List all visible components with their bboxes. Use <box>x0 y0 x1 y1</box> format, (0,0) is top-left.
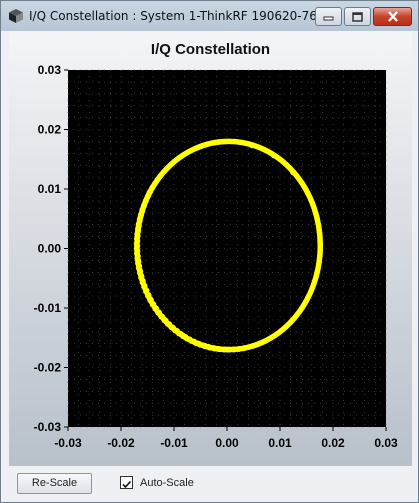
y-tick-label: 0.00 <box>38 242 62 256</box>
autoscale-label: Auto-Scale <box>140 477 194 489</box>
iq-point <box>249 142 255 149</box>
iq-point <box>271 153 277 159</box>
y-tick-label: -0.03 <box>34 420 62 434</box>
iq-point <box>304 295 311 301</box>
axis-ticks <box>64 69 387 431</box>
x-tick-label: 0.03 <box>374 436 398 450</box>
plot-area: I/Q Constellation 0.03 0.02 0.01 0.00 -0.01-… <box>9 31 412 466</box>
iq-point <box>146 189 152 196</box>
chart-title: I/Q Constellation <box>150 41 271 58</box>
iq-point <box>134 242 140 249</box>
iq-point <box>180 152 186 158</box>
iq-point <box>146 295 152 301</box>
iq-point <box>290 316 296 322</box>
rescale-button[interactable]: Re-Scale <box>17 473 92 494</box>
y-tick-label: -0.01 <box>34 301 62 315</box>
checkmark-icon <box>122 480 132 489</box>
iq-points <box>134 138 323 353</box>
x-tick-label: -0.01 <box>160 436 188 450</box>
iq-point <box>271 333 277 339</box>
iq-point <box>225 347 232 353</box>
y-axis-labels: 0.03 0.02 0.01 0.00 -0.01 -0.02 -0.03 <box>34 63 62 434</box>
plot-background <box>68 70 386 427</box>
iq-point <box>249 343 255 349</box>
iq-point <box>304 190 311 196</box>
maximize-icon <box>352 11 363 22</box>
minimize-button[interactable] <box>315 7 342 26</box>
iq-point <box>314 270 320 276</box>
iq-point <box>314 216 320 222</box>
y-tick-label: 0.03 <box>38 63 62 77</box>
iq-point <box>317 242 323 249</box>
iq-point <box>202 342 208 349</box>
x-tick-label: -0.03 <box>54 436 82 450</box>
iq-point <box>161 316 167 322</box>
x-axis-labels: -0.03 -0.02 -0.01 0.00 0.01 0.02 0.03 <box>54 436 398 450</box>
app-cube-icon <box>9 9 23 23</box>
window-title: I/Q Constellation : System 1-ThinkRF 190… <box>29 9 325 23</box>
autoscale-checkbox[interactable] <box>120 476 133 489</box>
iq-point <box>180 332 186 338</box>
iq-point <box>137 270 143 276</box>
x-tick-label: 0.01 <box>268 436 292 450</box>
minimize-icon <box>323 16 334 21</box>
y-tick-label: -0.02 <box>34 361 62 375</box>
close-button[interactable] <box>373 7 412 26</box>
x-tick-label: 0.02 <box>321 436 345 450</box>
y-tick-label: 0.02 <box>38 123 62 137</box>
x-tick-label: -0.02 <box>107 436 135 450</box>
close-icon <box>387 11 398 22</box>
iq-point <box>290 169 296 175</box>
iq-point <box>202 142 208 148</box>
y-tick-label: 0.01 <box>38 182 62 196</box>
control-bar: Re-Scale Auto-Scale <box>1 467 418 502</box>
iq-point <box>161 169 167 175</box>
x-tick-label: 0.00 <box>215 436 239 450</box>
title-bar[interactable]: I/Q Constellation : System 1-ThinkRF 190… <box>1 1 418 31</box>
iq-point <box>225 138 232 144</box>
constellation-chart: 0.030.020.010.00-0.01-0.02-0.03 -0.03 -0.… <box>34 63 398 450</box>
iq-point <box>137 215 143 221</box>
maximize-button[interactable] <box>344 7 371 26</box>
